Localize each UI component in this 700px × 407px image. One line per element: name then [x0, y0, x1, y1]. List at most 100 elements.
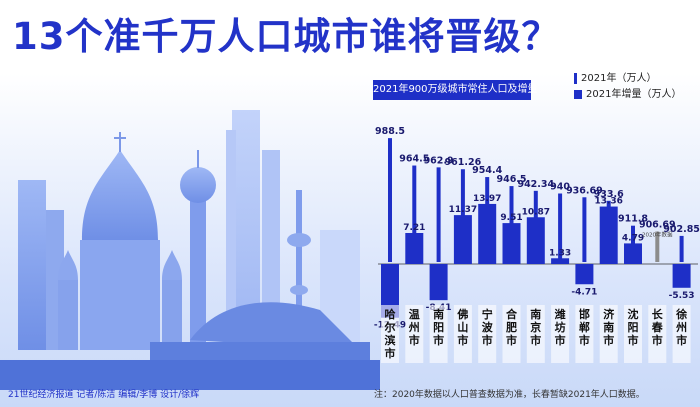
total-value-label: 961.26 [445, 157, 482, 168]
increase-bar [575, 264, 594, 285]
category-label: 阳 [628, 320, 639, 334]
increase-value-label: 4.79 [622, 233, 644, 243]
category-label: 市 [409, 333, 420, 347]
category-label: 尔 [384, 320, 396, 334]
category-label: 山 [457, 320, 468, 334]
category-label: 市 [579, 333, 590, 347]
chart-subtitle: 2021年900万级城市常住人口及增量 [373, 80, 538, 100]
total-value-label: 911.8 [618, 214, 648, 225]
category-label: 济 [603, 307, 615, 321]
category-label-box [575, 305, 594, 363]
legend-swatch-line [574, 72, 577, 84]
footer-note: 注：2020年数据以人口普查数据为准，长春暂缺2021年人口数据。 [374, 390, 645, 400]
category-label: 肥 [506, 321, 517, 334]
category-label: 州 [408, 321, 420, 334]
page-title: 13个准千万人口城市谁将晋级？ [12, 15, 560, 58]
increase-value-label: -4.71 [571, 287, 597, 297]
category-label: 坊 [555, 320, 566, 334]
total-value-label: 906.69 [639, 220, 676, 231]
increase-bar [551, 258, 570, 264]
increase-bar [429, 264, 448, 301]
legend-label-total: 2021年（万人） [581, 73, 657, 84]
city-skyline-illustration [0, 110, 380, 390]
total-value-label: 942.34 [517, 179, 554, 190]
category-label-box [551, 305, 570, 363]
category-label: 佛 [456, 307, 468, 321]
total-value-label: 954.4 [472, 165, 502, 176]
category-label: 市 [555, 333, 566, 347]
total-value-label: 988.5 [375, 126, 405, 137]
increase-value-label: -5.53 [669, 291, 695, 301]
category-label: 京 [530, 320, 541, 334]
category-label: 南 [603, 320, 614, 334]
category-label: 哈 [385, 307, 396, 321]
total-bar [582, 197, 587, 262]
category-label: 市 [482, 333, 493, 347]
total-value-label: 964.5 [399, 154, 429, 165]
category-label: 市 [676, 333, 687, 347]
legend-label-increase: 2021年增量（万人） [586, 89, 682, 100]
category-label: 南 [433, 307, 444, 321]
category-label: 郸 [579, 320, 590, 334]
category-label: 温 [409, 307, 420, 321]
legend-swatch-bar [574, 89, 582, 99]
category-label: 潍 [555, 307, 566, 321]
category-label: 长 [652, 307, 664, 321]
category-label: 市 [603, 333, 614, 347]
increase-bar [624, 243, 642, 264]
increase-value-label: 13.36 [594, 197, 622, 207]
footer-credit: 21世纪经济报道 记者/陈洁 编辑/李博 设计/徐辉 [8, 390, 200, 400]
category-label: 市 [385, 346, 396, 360]
increase-bar [453, 215, 472, 264]
total-value-label: 946.5 [496, 174, 526, 185]
legend-item-increase: 2021年增量（万人） [574, 88, 681, 102]
total-bar [679, 235, 684, 262]
category-label-box [381, 305, 399, 363]
category-label: 南 [530, 307, 541, 321]
total-value-label: 902.85 [663, 224, 700, 235]
category-label-box [624, 305, 642, 363]
category-label: 徐 [675, 307, 687, 321]
total-bar [436, 167, 441, 262]
total-bar [412, 165, 417, 262]
legend-item-total: 2021年（万人） [574, 72, 656, 86]
category-label: 合 [506, 307, 518, 321]
increase-bar [672, 264, 691, 288]
category-label-box [672, 305, 691, 363]
increase-value-label: 11.37 [449, 205, 477, 215]
category-label: 滨 [385, 333, 396, 347]
increase-value-label: 9.51 [500, 213, 522, 223]
category-label: 市 [530, 333, 541, 347]
increase-bar [405, 232, 424, 264]
category-label: 市 [433, 333, 444, 347]
category-label-box [502, 305, 521, 363]
increase-bar [478, 203, 497, 264]
category-label: 市 [506, 333, 517, 347]
category-label: 阳 [433, 320, 444, 334]
total-value-label: 936.69 [566, 185, 603, 196]
total-value-label: 940 [550, 182, 570, 193]
category-label-box [599, 305, 618, 363]
increase-bar [502, 223, 521, 264]
category-label: 市 [628, 333, 639, 347]
category-label-box [648, 305, 667, 363]
total-bar [558, 193, 563, 262]
category-label: 沈 [628, 307, 639, 321]
category-label: 波 [482, 320, 494, 334]
increase-value-label: 10.87 [522, 207, 550, 217]
total-value-label: 933.6 [594, 189, 624, 200]
category-label-box [405, 305, 424, 363]
category-label: 州 [675, 321, 687, 334]
category-label: 宁 [482, 307, 493, 321]
category-label-box [478, 305, 497, 363]
increase-bar [526, 217, 545, 264]
category-label: 市 [457, 333, 468, 347]
category-label-box [526, 305, 545, 363]
category-label: 邯 [579, 307, 590, 321]
category-label-box [453, 305, 472, 363]
total-bar [388, 138, 392, 262]
category-label: 市 [652, 333, 663, 347]
increase-bar [599, 206, 618, 264]
